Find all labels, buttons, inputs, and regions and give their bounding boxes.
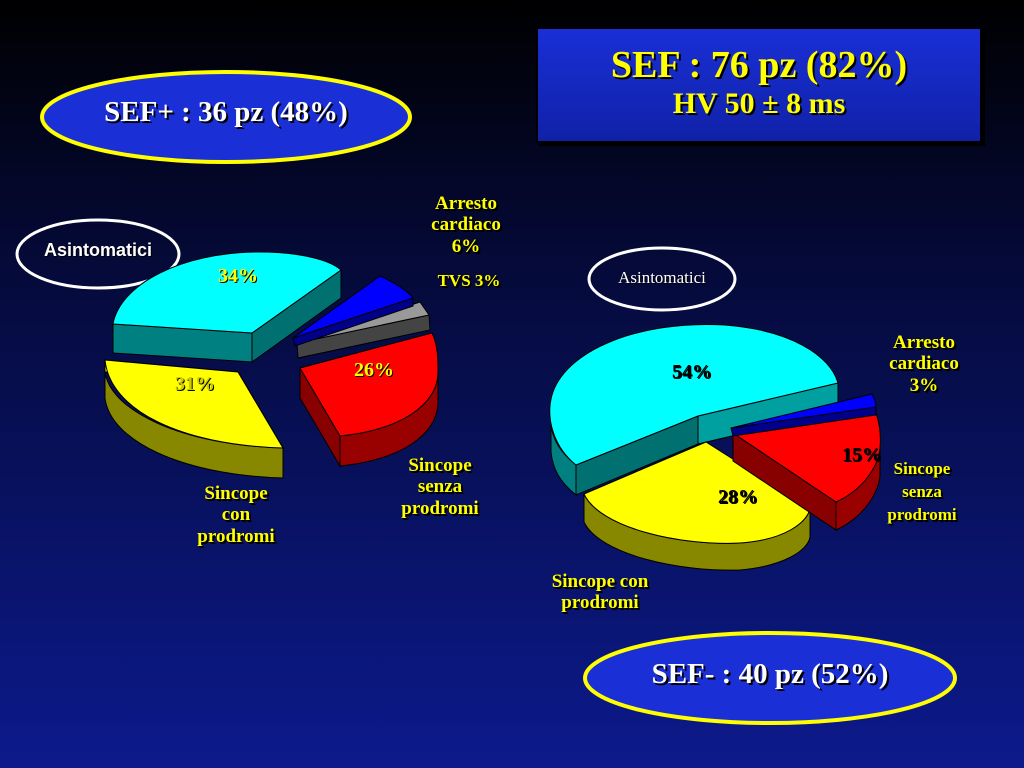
left-callout-sincope-senza: Sincope senza prodromi [380, 455, 500, 519]
left-callout-sincope-con: Sincope con prodromi [176, 483, 296, 547]
left-pct-sincope-senza: 26% [354, 359, 394, 381]
title-box: SEF : 76 pz (82%) HV 50 ± 8 ms [536, 27, 982, 143]
right-con-line1: Sincope con [551, 571, 649, 592]
pie-left-slice-sincope-con [104, 359, 285, 479]
left-callout-arresto: Arresto cardiaco 6% [408, 193, 524, 257]
sef-minus-ellipse [583, 631, 957, 725]
pie-left-slice-arresto [292, 275, 414, 347]
left-arresto-line2: cardiaco [431, 214, 501, 236]
right-con-line2: prodromi [561, 592, 639, 614]
left-arresto-line3: 6% [451, 235, 481, 257]
pie-right-slice-sincope-senza [731, 412, 881, 531]
pie-right-slice-sincope-con [583, 441, 811, 571]
right-senza-line2: senza [902, 481, 942, 501]
pie-right-slice-asintomatici [549, 323, 839, 497]
right-pct-asintomatici: 54% [672, 361, 712, 383]
right-senza-line3: prodromi [887, 504, 957, 524]
left-arresto-line1: Arresto [435, 193, 497, 214]
sef-plus-label: SEF+ : 36 pz (48%) [104, 96, 348, 128]
right-arresto-line1: Arresto [893, 332, 955, 353]
pie-right-slice-arresto [730, 393, 877, 437]
left-con-line2: con [221, 504, 251, 526]
right-callout-sincope-con: Sincope con prodromi [530, 571, 670, 614]
right-arresto-line2: cardiaco [889, 353, 959, 375]
left-asintomatici-label: Asintomatici [43, 240, 153, 260]
left-pct-sincope-con: 31% [175, 373, 215, 395]
pie-left [104, 251, 439, 479]
right-pct-sincope-con: 28% [718, 486, 758, 508]
left-callout-tvs: TVS 3% [437, 271, 501, 290]
pie-left-slice-asintomatici [112, 251, 342, 363]
right-asintomatici-label: Asintomatici [618, 268, 706, 287]
left-senza-line2: senza [417, 476, 463, 498]
right-pct-sincope-senza: 15% [842, 444, 882, 466]
left-con-line3: prodromi [197, 525, 275, 547]
title-line2: HV 50 ± 8 ms [672, 87, 846, 120]
left-senza-line3: prodromi [401, 497, 479, 519]
asintomatici-ellipse-left [15, 218, 181, 290]
right-senza-line1: Sincope [893, 459, 951, 478]
pie-left-slice-sincope-senza [299, 332, 439, 468]
right-callout-arresto: Arresto cardiaco 3% [868, 332, 980, 396]
pie-right [549, 323, 881, 571]
title-line1: SEF : 76 pz (82%) [610, 44, 908, 86]
sef-plus-ellipse [40, 70, 412, 164]
right-callout-sincope-senza: Sincope senza prodromi [870, 458, 974, 527]
left-pct-asintomatici: 34% [218, 265, 258, 287]
asintomatici-ellipse-right [587, 246, 737, 312]
right-arresto-line3: 3% [909, 374, 939, 396]
sef-minus-label: SEF- : 40 pz (52%) [651, 658, 889, 690]
left-con-line1: Sincope [204, 483, 268, 504]
left-senza-line1: Sincope [408, 455, 472, 476]
